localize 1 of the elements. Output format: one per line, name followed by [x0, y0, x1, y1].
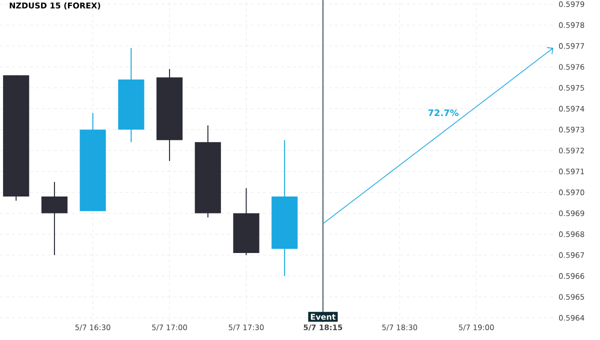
- annotation: 72.7%: [428, 109, 459, 116]
